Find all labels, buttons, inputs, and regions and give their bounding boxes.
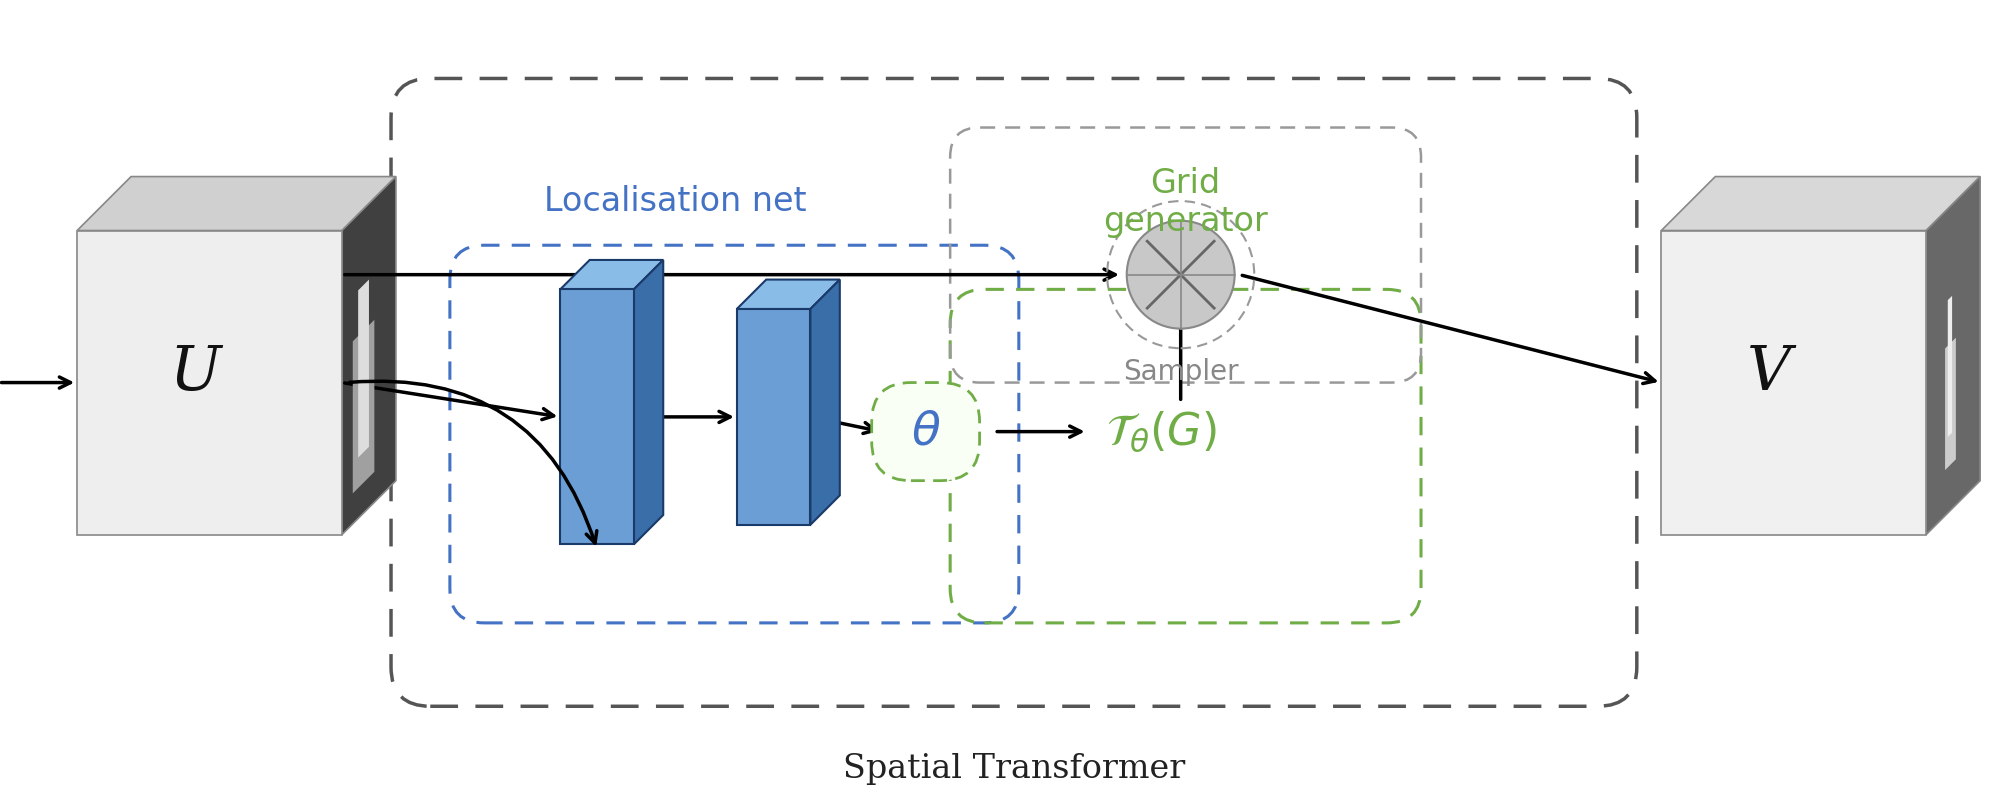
Text: Sampler: Sampler — [1124, 358, 1238, 386]
Polygon shape — [353, 320, 375, 494]
Text: Grid
generator: Grid generator — [1104, 167, 1267, 239]
FancyBboxPatch shape — [872, 382, 980, 480]
Text: $\mathcal{T}_\theta(G)$: $\mathcal{T}_\theta(G)$ — [1106, 409, 1216, 454]
Polygon shape — [1661, 231, 1926, 535]
Text: Spatial Transformer: Spatial Transformer — [842, 754, 1186, 785]
Text: $\theta$: $\theta$ — [910, 409, 940, 454]
Polygon shape — [561, 260, 663, 289]
Polygon shape — [1926, 177, 1980, 535]
Polygon shape — [341, 177, 395, 535]
Polygon shape — [737, 309, 810, 525]
Polygon shape — [357, 280, 369, 457]
Polygon shape — [737, 280, 840, 309]
Polygon shape — [1948, 295, 1952, 437]
Polygon shape — [810, 280, 840, 525]
Text: Localisation net: Localisation net — [545, 185, 806, 218]
Polygon shape — [1944, 337, 1956, 470]
Text: V: V — [1746, 343, 1790, 403]
Polygon shape — [561, 289, 635, 544]
Polygon shape — [78, 231, 341, 535]
Polygon shape — [78, 177, 395, 231]
FancyArrowPatch shape — [349, 381, 597, 543]
Text: U: U — [170, 343, 222, 403]
Polygon shape — [1661, 177, 1980, 231]
Circle shape — [1126, 220, 1236, 329]
Polygon shape — [635, 260, 663, 544]
